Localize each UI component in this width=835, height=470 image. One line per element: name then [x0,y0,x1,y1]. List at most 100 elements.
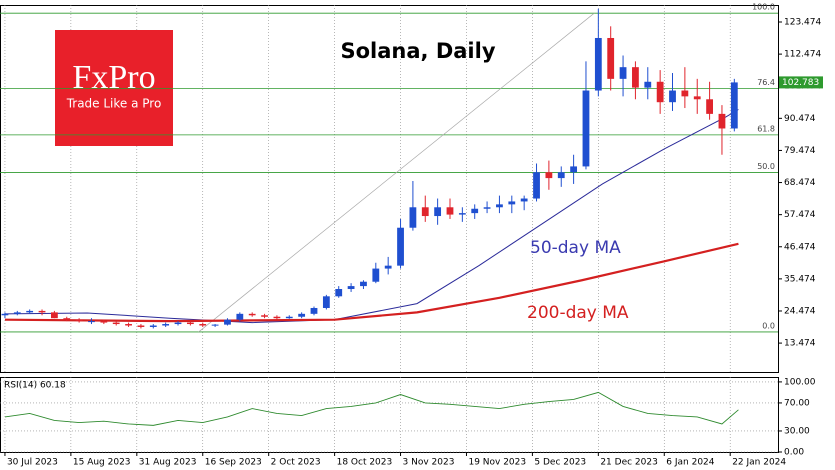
candle-body [162,324,170,326]
candle-body [360,281,367,287]
candle-body [13,312,21,314]
candle-body [471,208,479,214]
moving-average [4,109,739,324]
candle-body [248,313,256,316]
candle-body [273,316,281,319]
logo-tagline: Trade Like a Pro [66,97,162,111]
candle-body [261,315,268,317]
rsi-pane [0,377,779,453]
candle-body [520,198,528,202]
x-tick-label: 18 Oct 2023 [337,458,393,468]
x-tick-label: 31 Aug 2023 [139,458,197,468]
x-tick-label: 5 Dec 2023 [534,458,586,468]
candle-body [656,81,664,103]
fib-label: 76.4 [757,78,775,87]
candle-body [224,319,231,325]
candle-body [619,67,627,79]
candle-body [594,37,602,91]
candle-body [718,113,726,129]
candle-body [50,312,58,319]
y-tick-label: 0.00 [784,448,804,458]
candle-body [335,289,343,297]
y-tick-label: 24.474 [784,306,816,316]
candle-body [285,316,293,319]
chart-title: Solana, Daily [340,39,495,63]
x-tick-label: 3 Nov 2023 [403,458,455,468]
candle-body [298,313,306,317]
candle-body [508,201,516,205]
candle-body [557,172,565,179]
candle-body [88,321,95,323]
candle-body [644,81,652,88]
candle-body [421,207,429,217]
x-tick-label: 15 Aug 2023 [73,458,131,468]
y-tick-label: 123.474 [784,18,821,28]
ma-label: 50-day MA [530,238,621,258]
candle-body [533,172,540,199]
candle-body [75,319,83,322]
candle-body [706,99,713,114]
price-pane [0,5,779,373]
candle-body [372,268,380,282]
candle-body [483,207,491,209]
candle-body [310,307,318,314]
ma-label: 200-day MA [527,303,629,323]
candle-body [384,265,392,269]
candle-body [174,322,182,325]
rsi-title: RSI(14) 60.18 [4,381,66,391]
fib-label: 50.0 [757,162,775,171]
x-tick-label: 21 Dec 2023 [600,458,658,468]
candle-body [446,207,454,215]
candle-body [137,325,145,327]
x-tick-label: 2 Oct 2023 [271,458,321,468]
y-tick-label: 68.474 [784,178,816,188]
candle-body [434,207,442,217]
x-tick-label: 22 Jan 2024 [732,458,786,468]
trendline [198,12,595,333]
candle-body [570,166,578,173]
x-tick-label: 19 Nov 2023 [468,458,526,468]
logo: FxPro [72,59,155,96]
y-tick-label: 57.474 [784,210,816,220]
candle-body [149,325,157,327]
y-tick-label: 100.00 [784,377,816,387]
candle-body [669,90,676,103]
candle-body [322,296,330,308]
candle-body [545,172,553,179]
y-tick-label: 90.474 [784,114,816,124]
candle-body [347,286,355,290]
candle-body [730,82,738,129]
candle-body [125,324,132,326]
candle-body [681,90,689,97]
rsi-line [4,391,739,426]
y-tick-label: 35.474 [784,274,816,284]
candle-body [100,321,108,323]
candle-body [38,310,46,313]
candle-body [186,322,194,325]
candle-body [607,37,615,79]
candle-body [693,96,701,100]
candle-body [582,90,590,167]
y-tick-label: 112.474 [784,50,821,60]
x-tick-label: 30 Jul 2023 [7,458,58,468]
candle-body [496,204,503,208]
y-tick-label: 30.00 [784,426,810,436]
price-tag [779,76,823,89]
y-tick-label: 46.474 [784,242,816,252]
fib-label: 0.0 [762,321,775,330]
candle-body [112,322,120,325]
candle-body [26,310,34,313]
fib-label: 100.0 [752,3,775,12]
candle-body [409,207,417,228]
price-tag-label: 102.783 [782,78,819,88]
logo-box [55,30,173,146]
x-tick-label: 6 Jan 2024 [666,458,714,468]
y-tick-label: 70.00 [784,398,810,408]
y-tick-label: 79.474 [784,146,816,156]
moving-average [4,242,739,323]
candle-body [63,318,71,320]
candle-body [397,227,404,266]
candle-body [1,313,9,316]
x-tick-label: 16 Sep 2023 [205,458,262,468]
